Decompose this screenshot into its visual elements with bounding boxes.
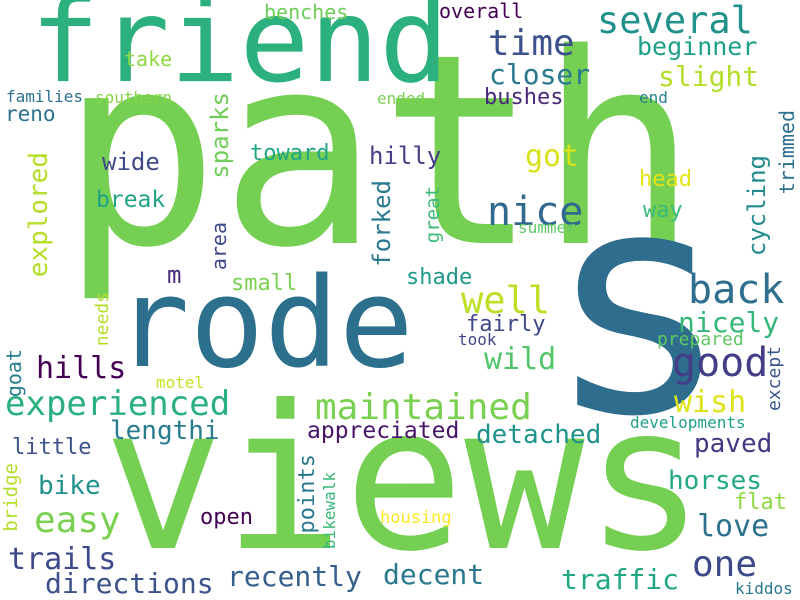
word-rode: rode <box>115 252 414 396</box>
word-horses: horses <box>668 466 762 496</box>
word-back: back <box>688 267 785 313</box>
word-developments: developments <box>630 413 746 432</box>
word-great: great <box>422 186 444 244</box>
word-bushes: bushes <box>484 85 564 110</box>
word-recently: recently <box>227 560 362 593</box>
word-maintained: maintained <box>315 387 532 428</box>
word-slight: slight <box>658 60 760 93</box>
word-southern: southern <box>95 88 173 107</box>
word-prepared: prepared <box>657 329 744 350</box>
word-families: families <box>6 87 84 106</box>
word-several: several <box>597 0 753 42</box>
word-toward: toward <box>250 141 330 166</box>
word-love: love <box>697 509 770 544</box>
word-benches: benches <box>264 0 349 24</box>
word-appreciated: appreciated <box>307 418 460 444</box>
word-housing: housing <box>380 508 452 528</box>
word-lengthi: lengthi <box>110 416 220 446</box>
word-motel: motel <box>156 373 205 392</box>
word-end: end <box>639 88 668 107</box>
word-small: small <box>231 271 298 296</box>
word-sparks: sparks <box>206 92 234 179</box>
word-little: little <box>12 435 92 460</box>
word-easy: easy <box>34 500 121 541</box>
word-ended: ended <box>377 89 426 108</box>
word-views: views <box>103 363 706 596</box>
word-directions: directions <box>45 567 214 600</box>
word-detached: detached <box>476 420 602 450</box>
word-well: well <box>461 279 551 322</box>
word-s: s <box>545 124 732 485</box>
word-goat: goat <box>2 349 26 398</box>
word-explored: explored <box>24 152 54 278</box>
word-took: took <box>458 330 497 349</box>
word-trails: trails <box>8 542 117 577</box>
word-open: open <box>200 505 253 530</box>
word-cycling: cycling <box>743 155 771 257</box>
word-needs: needs <box>92 292 113 347</box>
word-trimmed: trimmed <box>775 110 799 195</box>
word-time: time <box>488 23 575 64</box>
word-nice: nice <box>487 189 584 235</box>
word-bridge: bridge <box>0 463 22 532</box>
word-paved: paved <box>694 429 773 459</box>
word-reno: reno <box>5 102 56 126</box>
word-good: good <box>672 340 769 386</box>
word-break: break <box>96 187 166 213</box>
word-flat: flat <box>734 490 787 515</box>
word-forked: forked <box>368 180 396 267</box>
word-hills: hills <box>36 351 127 386</box>
word-wish: wish <box>674 385 747 420</box>
word-take: take <box>124 47 173 71</box>
word-bike: bike <box>38 471 101 501</box>
word-closer: closer <box>489 58 591 91</box>
word-overall: overall <box>439 0 524 23</box>
word-got: got <box>525 139 580 174</box>
word-head: head <box>639 167 692 192</box>
word-path: path <box>60 0 699 306</box>
word-shade: shade <box>406 265 473 290</box>
word-wild: wild <box>484 342 557 377</box>
word-decent: decent <box>383 558 485 591</box>
word-wide: wide <box>102 148 160 176</box>
word-friend: friend <box>30 0 450 109</box>
word-way: way <box>643 198 683 223</box>
word-points: points <box>295 454 320 534</box>
word-summer: summer <box>518 218 576 237</box>
word-m: m <box>167 261 182 289</box>
word-fairly: fairly <box>466 312 546 337</box>
word-kiddos: kiddos <box>735 579 793 598</box>
word-beginner: beginner <box>637 32 758 61</box>
word-hilly: hilly <box>369 142 442 170</box>
word-one: one <box>692 544 758 585</box>
word-traffic: traffic <box>561 563 680 596</box>
word-nicely: nicely <box>678 306 780 339</box>
word-area: area <box>207 222 231 271</box>
word-experienced: experienced <box>5 384 231 424</box>
word-except: except <box>764 346 785 412</box>
word-bikewalk: bikewalk <box>320 472 339 550</box>
